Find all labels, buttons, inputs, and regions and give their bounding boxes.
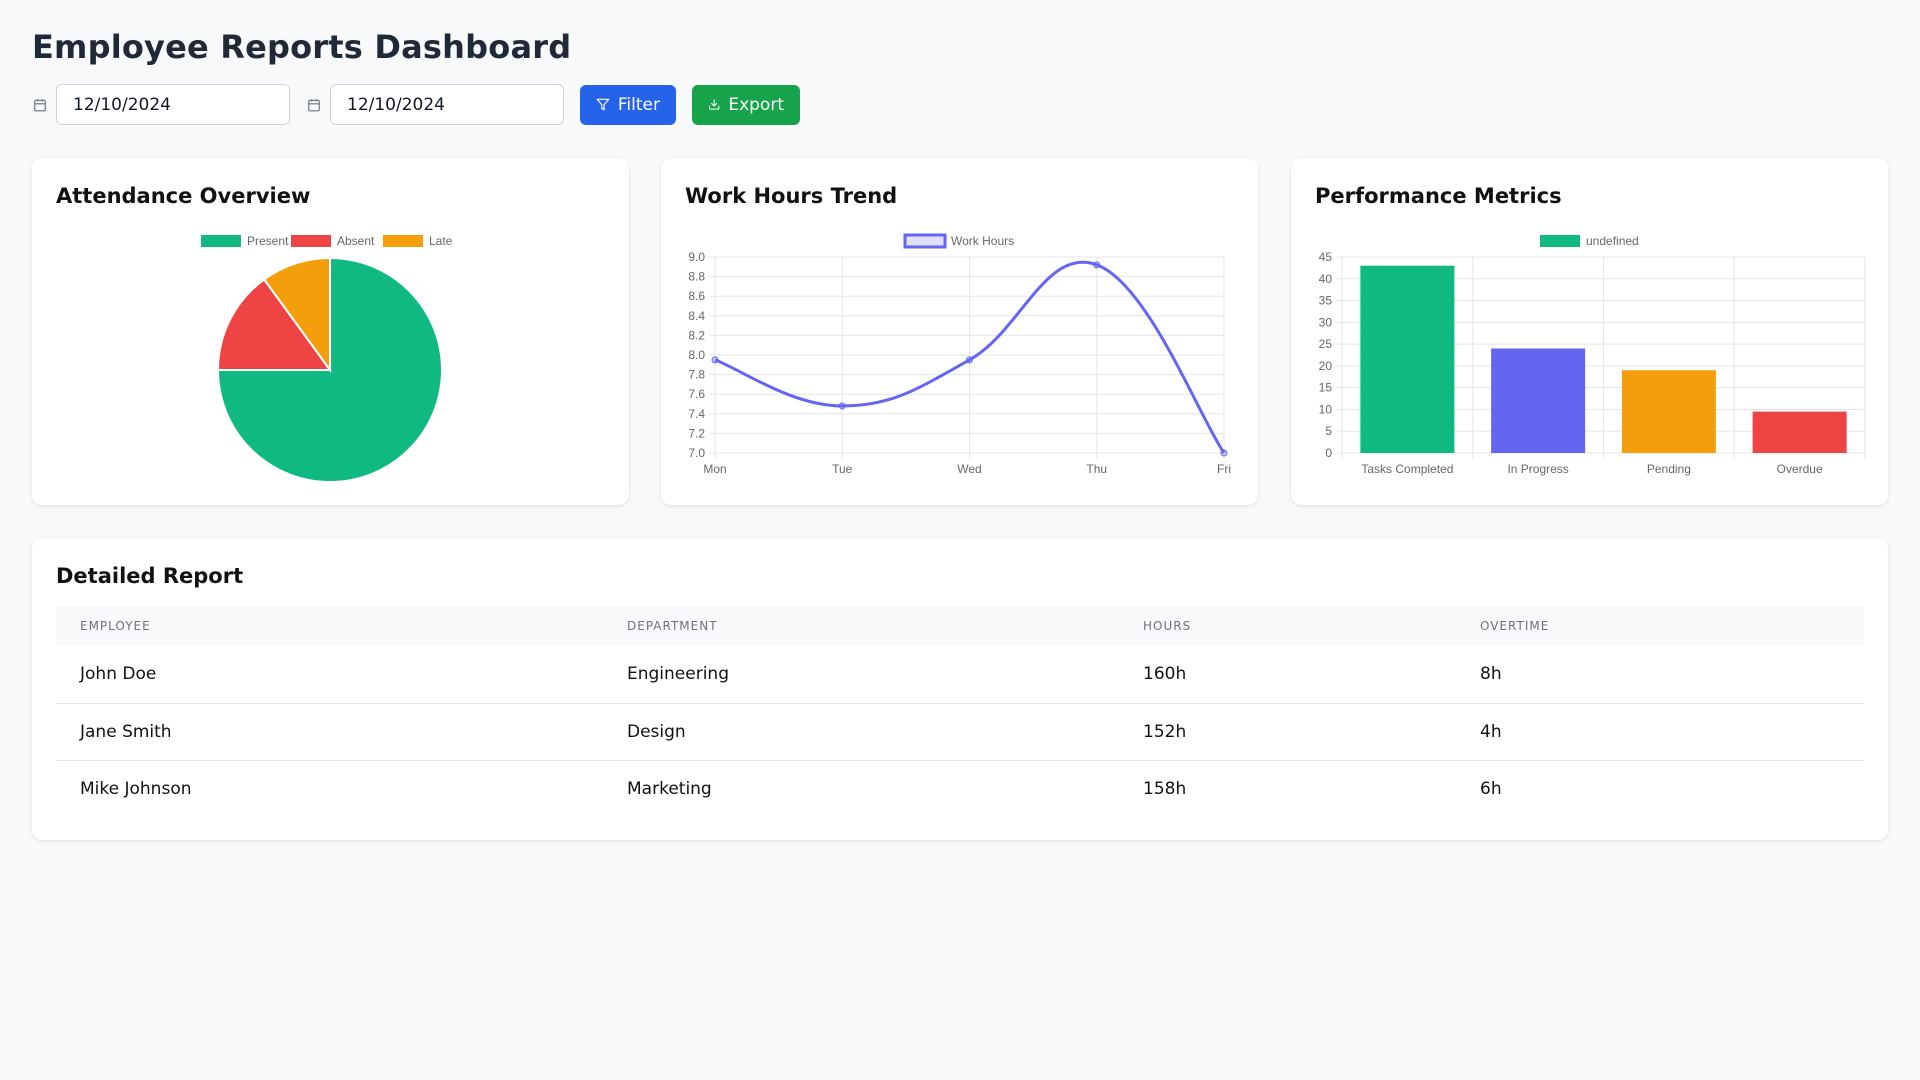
filter-icon [596,98,610,111]
y-tick-label: 7.2 [688,426,705,440]
end-date-input[interactable] [330,84,564,125]
y-tick-label: 8.4 [688,309,705,323]
table-row: John Doe Engineering 160h 8h [56,646,1864,704]
bar [1752,411,1847,453]
export-button-label: Export [728,94,784,115]
page-title: Employee Reports Dashboard [32,28,572,66]
y-tick-label: 30 [1319,315,1333,329]
y-tick-label: 7.6 [688,387,705,401]
data-point [1093,261,1101,269]
attendance-card: Attendance Overview Present Absent Late [32,158,629,505]
x-tick-label: Fri [1217,462,1231,476]
x-tick-label: Tasks Completed [1361,462,1453,476]
x-tick-label: Mon [703,462,726,476]
y-tick-label: 9.0 [688,250,705,264]
export-button[interactable]: Export [692,84,800,125]
report-title: Detailed Report [56,564,244,588]
overtime-cell: 8h [1456,646,1864,704]
legend-swatch [383,235,423,247]
bar [1621,370,1716,453]
y-tick-label: 20 [1319,359,1333,373]
y-tick-label: 25 [1319,337,1333,351]
calendar-icon [306,97,322,113]
report-card: Detailed Report EMPLOYEE DEPARTMENT HOUR… [32,538,1888,840]
workhours-line-chart: Work Hours 9.0 8.8 8.6 8.4 8.2 8.0 7.8 7.6 7.4 7.2… [688,233,1231,476]
y-tick-label: 40 [1319,272,1333,286]
hours-cell: 160h [1119,646,1456,704]
legend-swatch [903,233,947,249]
toolbar: Filter Export [32,84,816,125]
pie-slice [216,277,332,371]
table-row: Jane Smith Design 152h 4h [56,703,1864,761]
y-tick-label: 8.6 [688,289,705,303]
column-header: DEPARTMENT [627,619,718,633]
table-header-row: EMPLOYEE DEPARTMENT HOURS OVERTIME [56,606,1864,646]
overtime-cell: 4h [1456,703,1864,761]
y-tick-label: 7.8 [688,368,705,382]
y-tick-label: 8.2 [688,328,705,342]
y-tick-label: 35 [1319,294,1333,308]
x-tick-label: Tue [832,462,853,476]
download-icon [709,99,720,110]
workhours-title: Work Hours Trend [685,184,898,208]
attendance-pie-chart: Present Absent Late [201,234,453,483]
y-tick-label: 7.0 [688,446,705,460]
filter-button-label: Filter [617,94,660,115]
series-line [714,260,1226,454]
y-tick-label: 5 [1325,424,1332,438]
hours-cell: 152h [1119,703,1456,761]
y-tick-label: 10 [1319,402,1333,416]
y-tick-label: 0 [1325,446,1332,460]
y-tick-label: 8.0 [688,348,705,362]
department-cell: Design [603,703,1119,761]
overtime-cell: 6h [1480,778,1502,799]
hours-cell: 158h [1143,778,1187,799]
bar [1360,265,1455,453]
start-date-input[interactable] [56,84,290,125]
legend-label: Absent [337,234,375,248]
data-point [966,356,973,364]
legend-swatch [1540,235,1580,247]
attendance-title: Attendance Overview [56,184,311,208]
x-tick-label: Wed [957,462,981,476]
data-point [1220,449,1228,457]
table-row: Mike Johnson Marketing 158h 6h [56,760,1864,817]
data-point [711,356,719,364]
y-tick-label: 8.8 [688,270,705,284]
report-table: EMPLOYEE DEPARTMENT HOURS OVERTIME John … [56,606,1864,817]
legend-label: Present [247,234,289,248]
x-tick-label: Pending [1647,462,1691,476]
bar [1491,348,1586,453]
employee-cell: Mike Johnson [80,778,192,799]
x-tick-label: Thu [1086,462,1107,476]
department-cell: Engineering [603,646,1119,704]
legend-swatch [291,235,331,247]
workhours-card: Work Hours Trend Work Hours 9.0 8.8 8.6 8.4 8… [661,158,1258,505]
department-cell: Marketing [627,778,712,799]
x-tick-label: Overdue [1777,462,1823,476]
y-tick-label: 45 [1319,250,1333,264]
legend-label: Late [429,234,453,248]
data-point [838,402,846,410]
filter-button[interactable]: Filter [580,84,676,125]
y-tick-label: 7.4 [688,407,705,421]
column-header: HOURS [1143,619,1192,633]
y-tick-label: 15 [1319,381,1333,395]
employee-cell: John Doe [56,646,603,704]
legend-label: undefined [1586,234,1639,248]
calendar-icon [32,97,48,113]
x-tick-label: In Progress [1507,462,1568,476]
employee-cell: Jane Smith [56,703,603,761]
column-header: OVERTIME [1480,619,1550,633]
performance-bar-chart: undefined 45 40 35 30 25 20 15 10 5 0 Tasks Complet… [1319,234,1866,476]
column-header: EMPLOYEE [80,619,151,633]
performance-card: Performance Metrics undefined 45 40 35 30 25 2… [1291,158,1888,505]
legend-label: Work Hours [951,234,1014,248]
pie-slice [262,256,331,374]
performance-title: Performance Metrics [1315,184,1562,208]
legend-swatch [201,235,241,247]
